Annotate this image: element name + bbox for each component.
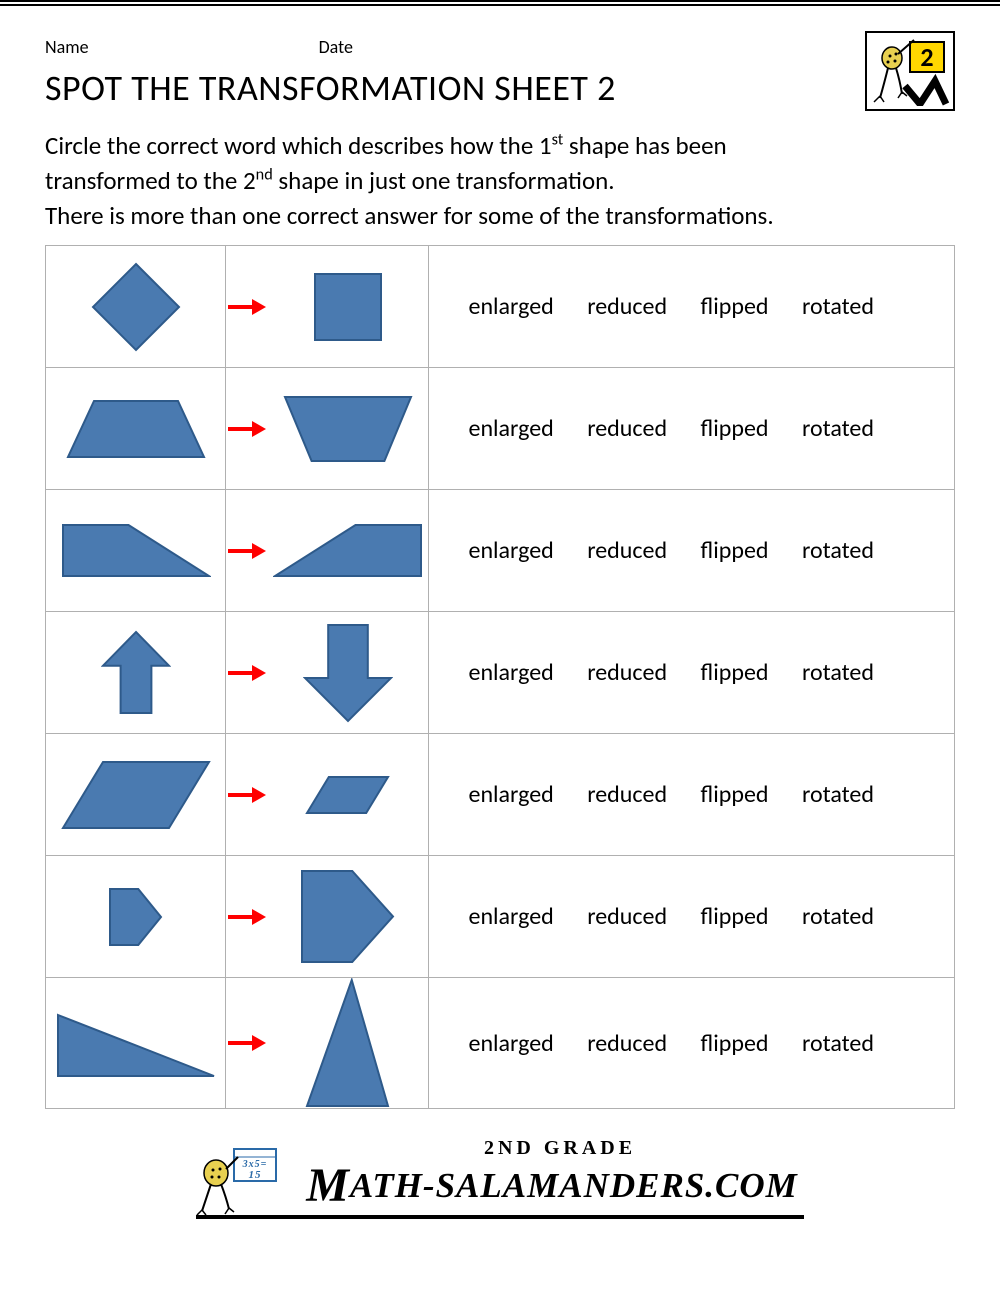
shape-before — [46, 490, 226, 612]
instructions: Circle the correct word which describes … — [45, 128, 955, 233]
option-enlarged[interactable]: enlarged — [469, 414, 554, 443]
svg-text:15: 15 — [249, 1169, 262, 1181]
table-row: enlarged reduced flipped rotated — [46, 368, 955, 490]
option-reduced[interactable]: reduced — [587, 902, 667, 931]
answer-options: enlarged reduced flipped rotated — [428, 246, 955, 368]
shape-before — [46, 856, 226, 978]
option-enlarged[interactable]: enlarged — [469, 536, 554, 565]
option-reduced[interactable]: reduced — [587, 536, 667, 565]
shape-after — [268, 978, 428, 1109]
answer-options: enlarged reduced flipped rotated — [428, 856, 955, 978]
option-reduced[interactable]: reduced — [587, 780, 667, 809]
option-enlarged[interactable]: enlarged — [469, 292, 554, 321]
answer-options: enlarged reduced flipped rotated — [428, 612, 955, 734]
page-title: SPOT THE TRANSFORMATION SHEET 2 — [45, 66, 955, 110]
arrow-icon — [226, 734, 269, 856]
answer-options: enlarged reduced flipped rotated — [428, 978, 955, 1109]
option-rotated[interactable]: rotated — [802, 902, 874, 931]
shape-before — [46, 734, 226, 856]
table-row: enlarged reduced flipped rotated — [46, 978, 955, 1109]
option-enlarged[interactable]: enlarged — [469, 1029, 554, 1058]
table-row: enlarged reduced flipped rotated — [46, 490, 955, 612]
option-enlarged[interactable]: enlarged — [469, 658, 554, 687]
arrow-icon — [226, 490, 269, 612]
svg-text:2: 2 — [920, 41, 933, 73]
option-flipped[interactable]: flipped — [701, 536, 769, 565]
option-rotated[interactable]: rotated — [802, 536, 874, 565]
shape-after — [268, 490, 428, 612]
option-rotated[interactable]: rotated — [802, 292, 874, 321]
option-reduced[interactable]: reduced — [587, 1029, 667, 1058]
option-rotated[interactable]: rotated — [802, 1029, 874, 1058]
worksheet-table: enlarged reduced flipped rotated enlarge… — [45, 245, 955, 1109]
table-row: enlarged reduced flipped rotated — [46, 856, 955, 978]
arrow-icon — [226, 856, 269, 978]
option-reduced[interactable]: reduced — [587, 292, 667, 321]
option-flipped[interactable]: flipped — [701, 780, 769, 809]
shape-after — [268, 246, 428, 368]
table-row: enlarged reduced flipped rotated — [46, 612, 955, 734]
shape-after — [268, 734, 428, 856]
option-rotated[interactable]: rotated — [802, 780, 874, 809]
arrow-icon — [226, 978, 269, 1109]
grade-logo: 2 — [865, 31, 955, 111]
answer-options: enlarged reduced flipped rotated — [428, 368, 955, 490]
footer-brand: 3x5= 15 MATH-SALAMANDERS.COM — [196, 1158, 804, 1219]
table-row: enlarged reduced flipped rotated — [46, 246, 955, 368]
shape-after — [268, 612, 428, 734]
shape-before — [46, 368, 226, 490]
option-rotated[interactable]: rotated — [802, 658, 874, 687]
date-label: Date — [319, 36, 353, 58]
shape-before — [46, 612, 226, 734]
answer-options: enlarged reduced flipped rotated — [428, 490, 955, 612]
name-label: Name — [45, 36, 89, 58]
shape-after — [268, 368, 428, 490]
option-enlarged[interactable]: enlarged — [469, 780, 554, 809]
shape-before — [46, 246, 226, 368]
footer-grade: 2ND GRADE — [45, 1137, 955, 1160]
option-flipped[interactable]: flipped — [701, 658, 769, 687]
option-flipped[interactable]: flipped — [701, 1029, 769, 1058]
answer-options: enlarged reduced flipped rotated — [428, 734, 955, 856]
option-reduced[interactable]: reduced — [587, 414, 667, 443]
table-row: enlarged reduced flipped rotated — [46, 734, 955, 856]
arrow-icon — [226, 368, 269, 490]
arrow-icon — [226, 246, 269, 368]
footer: 2ND GRADE 3x5= 15 MATH-SALAMANDERS.COM — [45, 1137, 955, 1219]
option-rotated[interactable]: rotated — [802, 414, 874, 443]
option-reduced[interactable]: reduced — [587, 658, 667, 687]
option-flipped[interactable]: flipped — [701, 414, 769, 443]
option-enlarged[interactable]: enlarged — [469, 902, 554, 931]
option-flipped[interactable]: flipped — [701, 292, 769, 321]
option-flipped[interactable]: flipped — [701, 902, 769, 931]
arrow-icon — [226, 612, 269, 734]
shape-after — [268, 856, 428, 978]
shape-before — [46, 978, 226, 1109]
